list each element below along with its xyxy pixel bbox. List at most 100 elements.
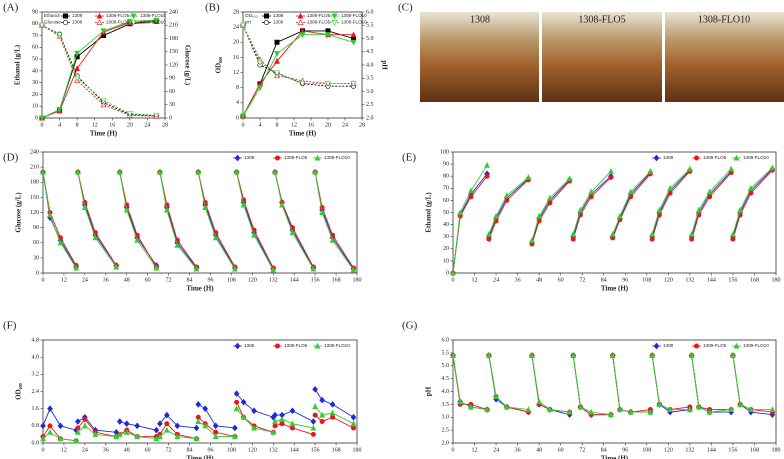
y-tick-label: 100: [440, 149, 449, 155]
marker: [81, 204, 88, 210]
series-line: [452, 355, 773, 416]
x-tick-label: 120: [664, 277, 673, 283]
x-tick-label: 144: [707, 447, 716, 453]
marker: [74, 50, 81, 57]
marker: [81, 422, 88, 429]
series-line: [42, 389, 354, 433]
y-tick-label: 120: [30, 210, 39, 216]
marker: [689, 236, 695, 242]
y2-tick-label: 4.0: [366, 62, 374, 68]
marker: [57, 239, 64, 246]
marker: [39, 115, 45, 122]
marker: [156, 168, 163, 175]
marker: [529, 352, 535, 358]
marker: [272, 423, 278, 429]
x-tick-label: 12: [472, 447, 478, 453]
legend-label: 1308-FLO10: [341, 13, 367, 18]
x-tick-label: 60: [145, 277, 151, 283]
marker: [163, 426, 170, 433]
y2-tick-label: 120: [169, 62, 178, 68]
legend-label: 1308-FLO10: [324, 155, 350, 160]
x-tick-label: 180: [772, 277, 781, 283]
legend-marker: [331, 20, 338, 26]
x-tick-label: 48: [536, 447, 542, 453]
y-tick-label: 60: [32, 45, 38, 51]
marker: [202, 204, 209, 210]
marker: [588, 188, 595, 195]
y-tick-label: 4.0: [32, 355, 40, 361]
marker: [728, 406, 735, 413]
marker: [231, 265, 238, 272]
x-tick-label: 120: [248, 277, 257, 283]
marker: [450, 269, 456, 276]
photo-panel: (C) 1308 1308-FLO5 1308-FLO10: [398, 2, 784, 102]
marker: [486, 236, 492, 242]
y-tick-label: 0.8: [32, 423, 40, 429]
series-line: [452, 168, 773, 274]
marker: [195, 418, 202, 425]
marker: [193, 435, 200, 442]
y-tick-label: 8: [236, 85, 239, 91]
x-tick-label: 108: [642, 447, 651, 453]
marker: [240, 113, 246, 120]
marker: [529, 237, 535, 243]
marker: [156, 433, 163, 440]
marker: [193, 424, 200, 432]
marker: [310, 265, 317, 272]
x-tick-label: 36: [103, 277, 109, 283]
marker: [686, 165, 693, 172]
marker: [330, 414, 336, 420]
y-tick-label: 20: [32, 92, 38, 98]
legend-label: 1308-FLO5: [307, 20, 331, 25]
marker: [233, 168, 240, 175]
y-tick-label: 20: [233, 40, 239, 46]
marker: [153, 264, 160, 271]
marker: [174, 241, 181, 248]
x-tick-label: 60: [558, 277, 564, 283]
marker: [73, 264, 80, 271]
marker: [485, 230, 492, 237]
marker: [73, 437, 80, 444]
marker: [310, 418, 317, 425]
marker: [686, 406, 693, 413]
marker: [289, 229, 296, 236]
marker: [312, 168, 319, 175]
series-line: [452, 355, 773, 416]
marker: [647, 408, 654, 415]
y2-axis-label: Glucose (g/L): [183, 45, 191, 86]
x-tick-label: 28: [359, 122, 365, 128]
marker: [325, 81, 331, 87]
x-tick-label: 0: [242, 122, 245, 128]
marker: [100, 101, 107, 108]
marker: [116, 431, 123, 437]
marker: [566, 408, 573, 415]
panel-label: (A): [3, 2, 19, 14]
legend-label: 1308-FLO5: [703, 343, 727, 348]
marker: [100, 97, 107, 104]
marker: [627, 408, 634, 415]
marker: [232, 424, 238, 432]
marker: [157, 420, 163, 428]
marker: [299, 32, 306, 39]
marker: [153, 17, 160, 24]
marker: [570, 236, 576, 242]
marker: [134, 422, 141, 430]
x-tick-label: 48: [124, 447, 130, 453]
series-line: [42, 402, 354, 442]
marker: [272, 168, 278, 175]
y-tick-label: 0: [36, 270, 39, 276]
legend-group-label: OD₆₀₀: [245, 13, 258, 18]
marker: [82, 416, 88, 422]
marker: [310, 424, 317, 431]
marker: [312, 412, 318, 418]
marker: [164, 421, 170, 427]
marker: [747, 406, 754, 413]
marker: [485, 352, 492, 358]
x-tick-label: 12: [472, 277, 478, 283]
y2-tick-label: 4.5: [366, 49, 374, 55]
marker: [312, 386, 318, 393]
marker: [730, 352, 736, 358]
y-tick-label: 4.8: [32, 337, 40, 343]
x-tick-label: 36: [515, 447, 521, 453]
legend-label: 1308-FLO10: [140, 20, 166, 25]
